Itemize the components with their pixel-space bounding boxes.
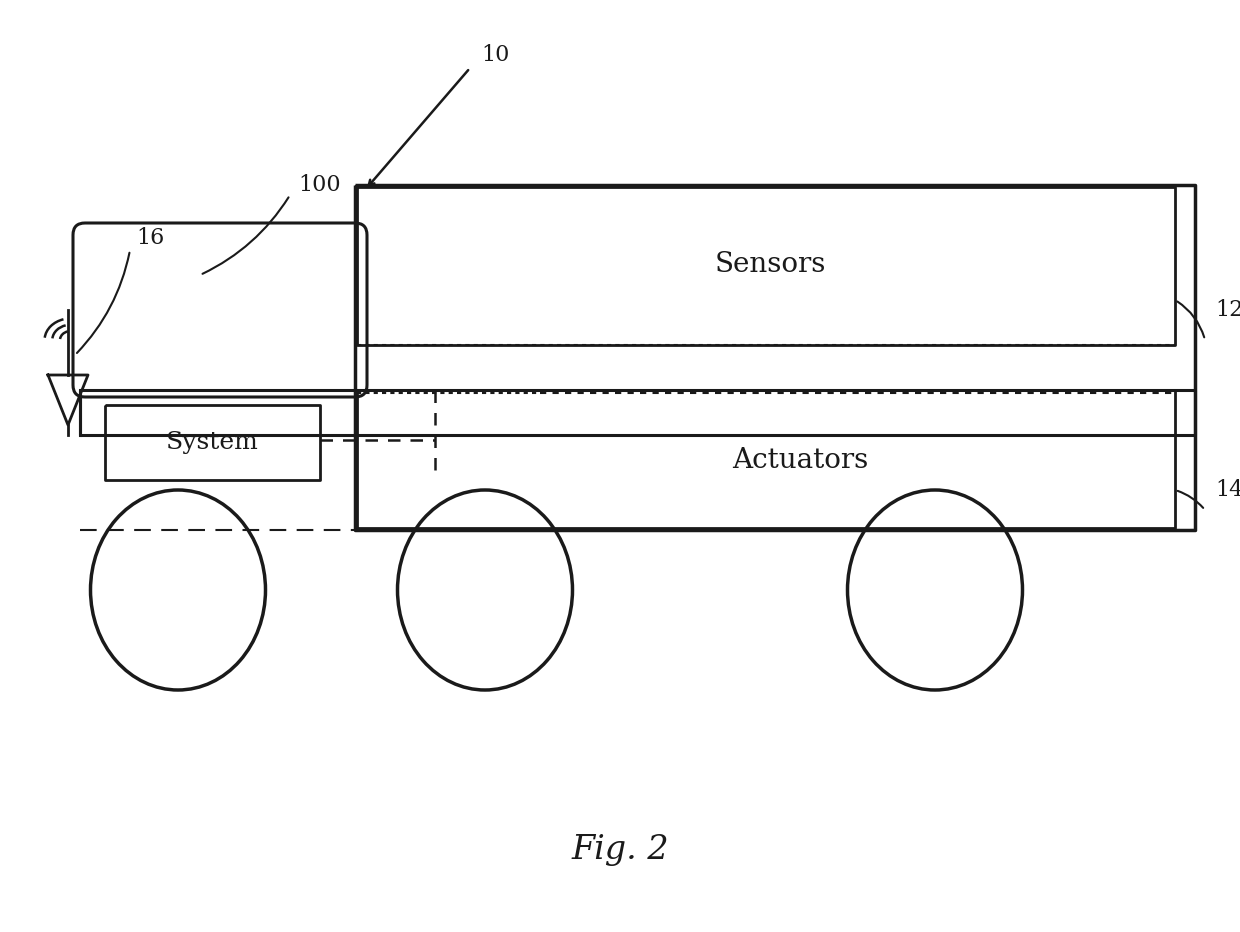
Text: 10: 10 — [481, 44, 510, 66]
Text: System: System — [166, 431, 258, 454]
Text: Actuators: Actuators — [732, 446, 868, 473]
Text: 100: 100 — [299, 174, 341, 196]
Text: 16: 16 — [136, 227, 164, 249]
Text: 14: 14 — [1215, 479, 1240, 501]
Text: Fig. 2: Fig. 2 — [572, 834, 668, 866]
Text: 12: 12 — [1215, 299, 1240, 321]
Text: Sensors: Sensors — [714, 252, 826, 279]
